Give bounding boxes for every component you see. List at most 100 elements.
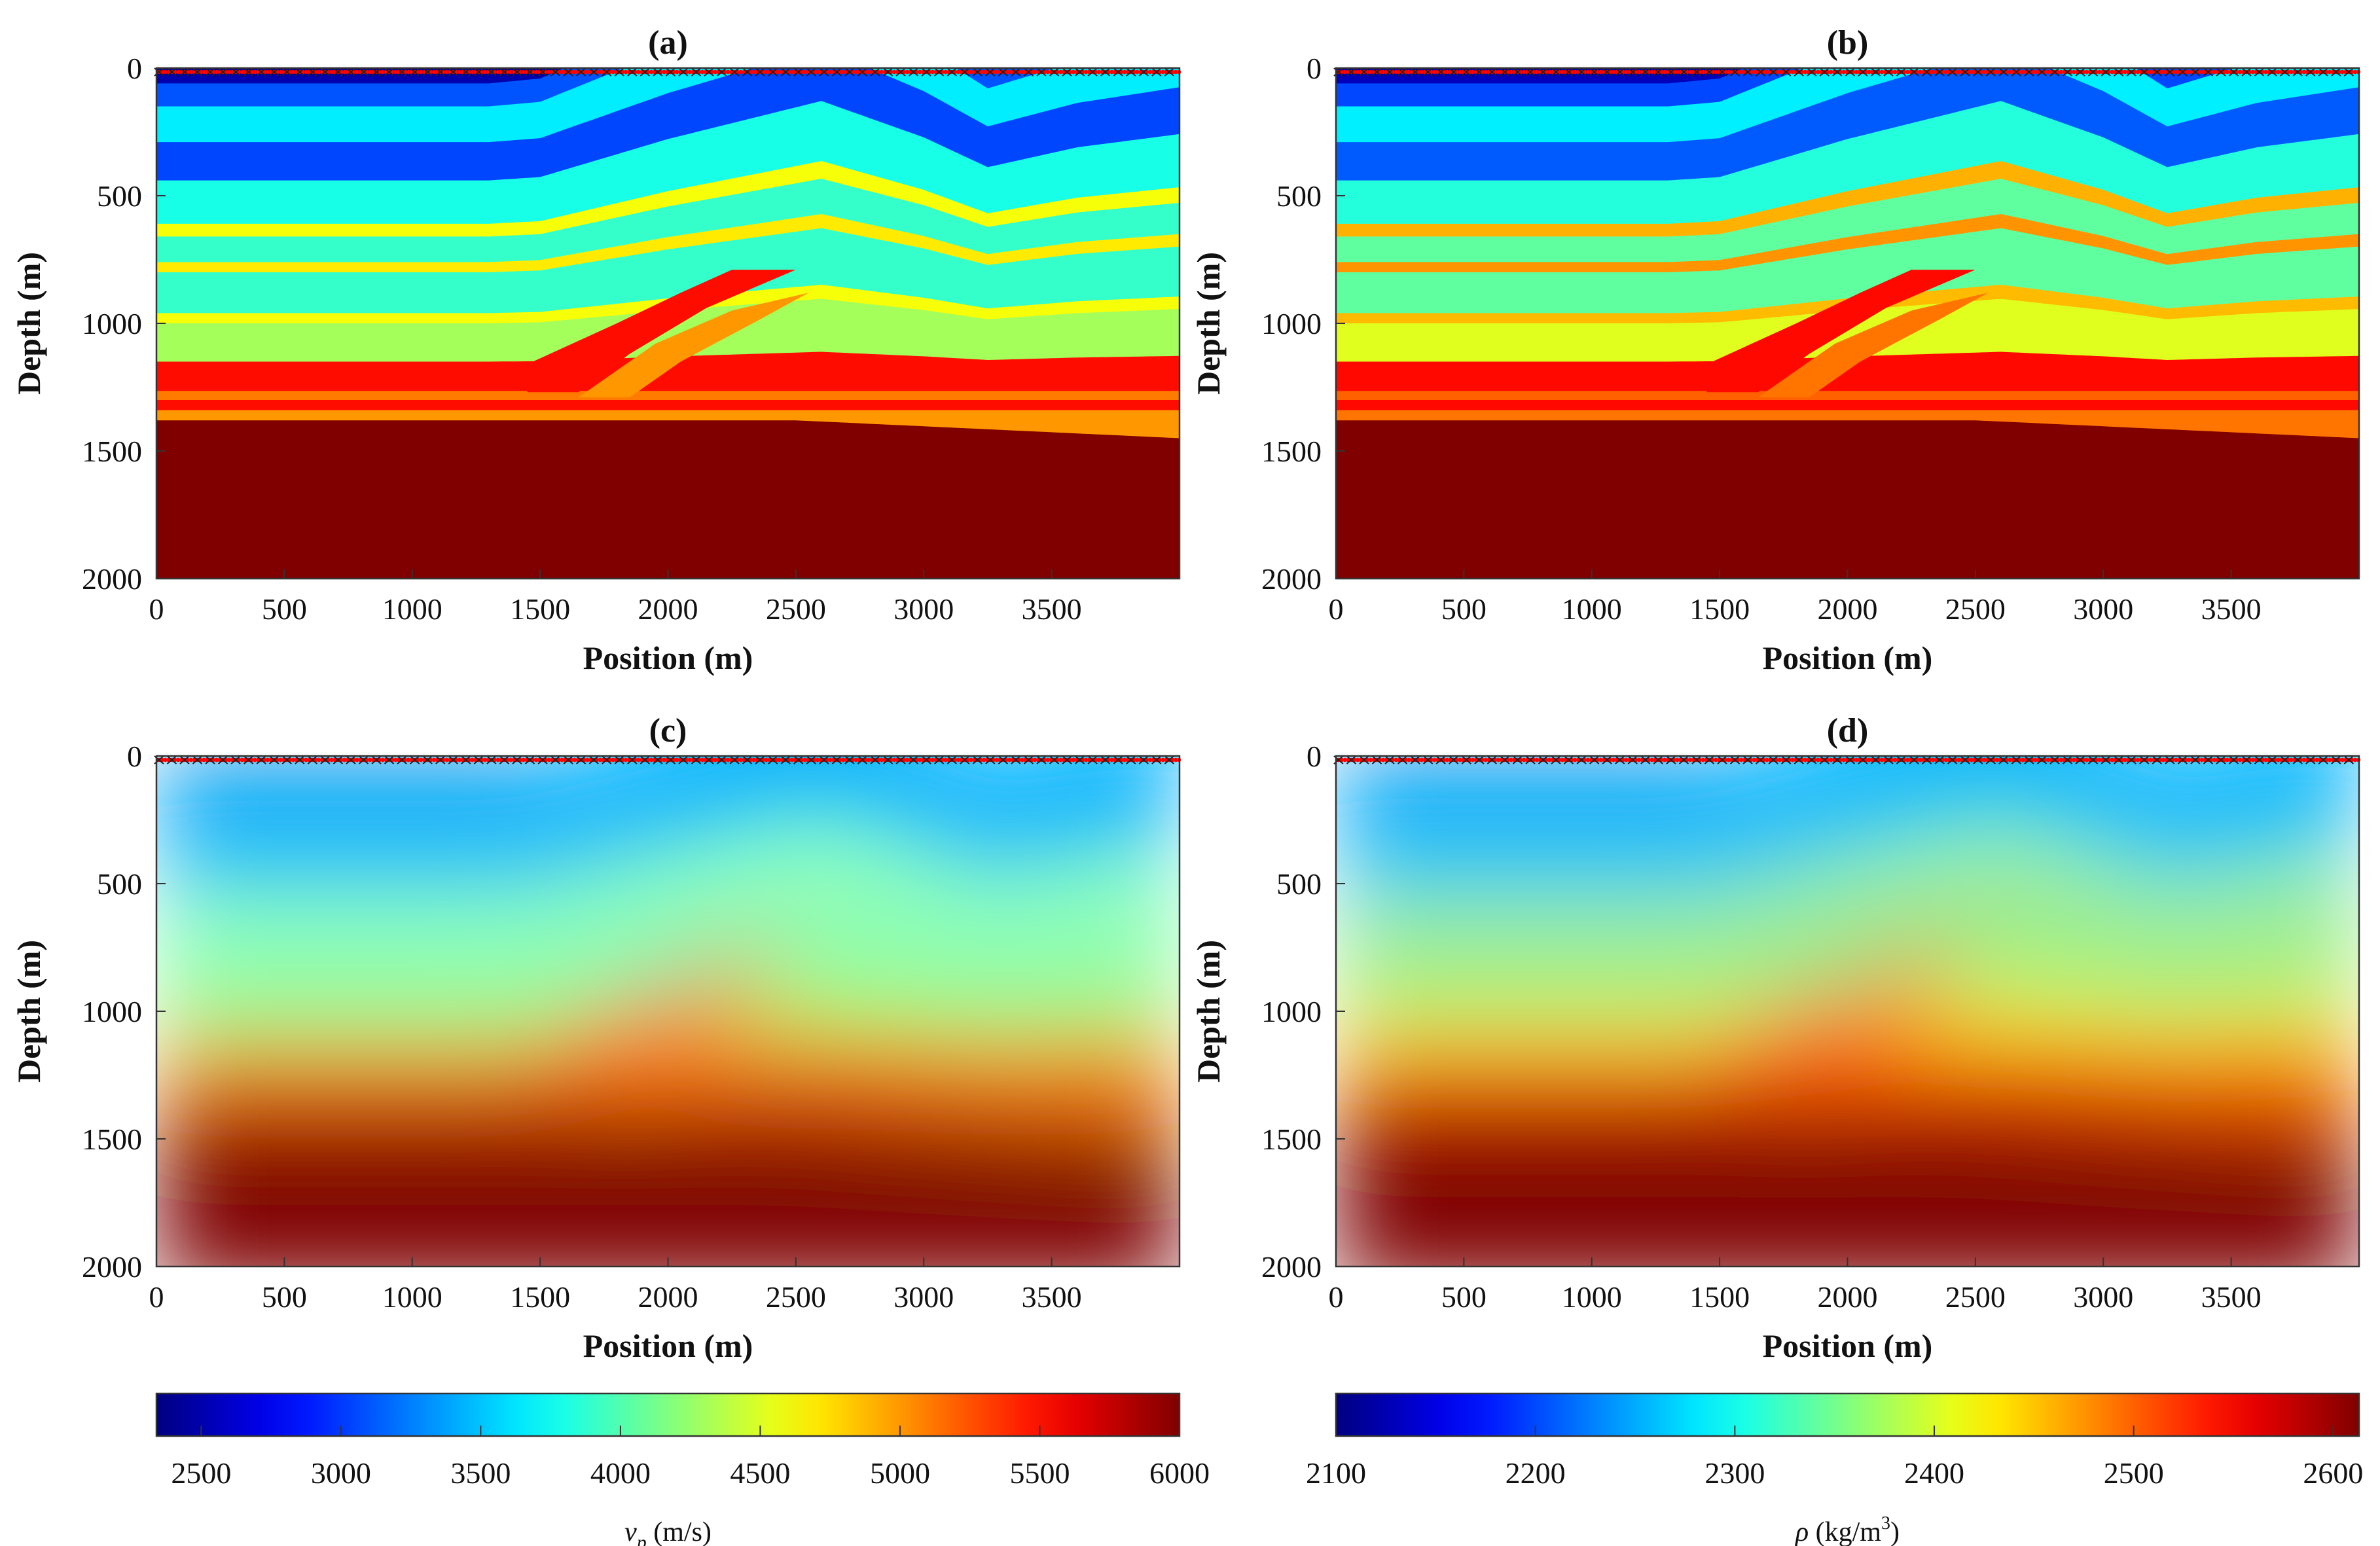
- source-marker: [1790, 69, 1795, 75]
- panel-a: 0 500 1000 1500 2000 2500 3000 3500 0 500 1000 1500…: [10, 24, 1181, 676]
- receiver-marker: [1435, 67, 1446, 77]
- receiver-marker: [2190, 755, 2201, 764]
- receiver-marker: [908, 67, 919, 77]
- receiver-marker: [614, 755, 624, 764]
- receiver-marker: [563, 67, 573, 77]
- receiver-marker: [320, 67, 331, 77]
- source-marker: [1739, 69, 1744, 75]
- receiver-marker: [1346, 755, 1357, 764]
- model-image: [156, 756, 1180, 1267]
- receiver-marker: [1666, 67, 1676, 77]
- source-marker: [1790, 757, 1795, 763]
- source-marker: [1470, 69, 1475, 75]
- receiver-marker: [640, 755, 650, 764]
- receiver-marker: [1870, 67, 1881, 77]
- receiver-marker: [831, 67, 842, 77]
- source-marker: [1585, 69, 1591, 75]
- source-marker: [2199, 757, 2204, 763]
- receiver-marker: [1036, 755, 1047, 764]
- receiver-marker: [2114, 755, 2124, 764]
- receiver-marker: [1563, 67, 1574, 77]
- receiver-marker: [2280, 755, 2290, 764]
- x-tick-label: 0: [149, 1280, 164, 1314]
- receiver-marker: [410, 755, 420, 764]
- source-marker: [1892, 69, 1897, 75]
- receiver-marker: [1410, 755, 1420, 764]
- receiver-marker: [217, 67, 228, 77]
- source-marker: [496, 69, 500, 75]
- receiver-marker: [1062, 755, 1072, 764]
- source-marker: [2327, 757, 2332, 763]
- receiver-marker: [844, 67, 855, 77]
- source-marker: [1854, 69, 1859, 75]
- receiver-marker: [780, 755, 791, 764]
- source-marker: [1045, 69, 1050, 75]
- source-marker: [1765, 69, 1769, 75]
- x-tick-label: 2500: [766, 1280, 826, 1314]
- source-marker: [1496, 757, 1501, 763]
- source-marker: [713, 69, 717, 75]
- receiver-marker: [985, 67, 996, 77]
- source-marker: [253, 69, 257, 75]
- source-marker: [1509, 69, 1513, 75]
- y-tick-label: 1000: [82, 995, 142, 1028]
- receiver-marker: [346, 755, 356, 764]
- receiver-marker: [2139, 67, 2150, 77]
- source-marker: [1880, 757, 1884, 763]
- receiver-marker: [563, 755, 573, 764]
- source-marker: [598, 69, 603, 75]
- source-marker: [2161, 757, 2166, 763]
- y-tick-label: 500: [97, 867, 142, 901]
- receiver-marker: [295, 67, 305, 77]
- receiver-marker: [1807, 67, 1817, 77]
- source-marker: [1905, 757, 1910, 763]
- receiver-marker: [2331, 755, 2341, 764]
- source-marker: [1841, 757, 1846, 763]
- source-marker: [1407, 757, 1411, 763]
- receiver-marker: [1921, 755, 1932, 764]
- source-marker: [1368, 757, 1373, 763]
- receiver-marker: [2049, 67, 2060, 77]
- source-marker: [751, 757, 756, 763]
- receiver-marker: [2267, 67, 2277, 77]
- source-marker: [687, 69, 692, 75]
- source-marker: [879, 757, 884, 763]
- receiver-marker: [1921, 67, 1932, 77]
- receiver-marker: [1151, 67, 1162, 77]
- source-marker: [1662, 757, 1667, 763]
- source-marker: [1943, 69, 1949, 75]
- source-marker: [585, 69, 590, 75]
- receiver-marker: [921, 67, 931, 77]
- y-tick-label: 500: [1276, 179, 1322, 213]
- receiver-marker: [1551, 755, 1561, 764]
- source-marker: [1598, 757, 1603, 763]
- receiver-marker: [768, 755, 778, 764]
- receiver-marker: [2343, 755, 2354, 764]
- source-marker: [2263, 757, 2268, 763]
- y-tick-label: 500: [97, 179, 142, 213]
- source-marker: [1714, 69, 1718, 75]
- receiver-marker: [435, 67, 446, 77]
- receiver-marker: [1346, 67, 1357, 77]
- receiver-marker: [1858, 67, 1868, 77]
- receiver-marker: [2049, 755, 2060, 764]
- source-marker: [918, 757, 922, 763]
- source-marker: [1419, 69, 1424, 75]
- source-marker: [981, 757, 986, 763]
- receiver-marker: [1461, 67, 1471, 77]
- source-marker: [905, 757, 910, 763]
- receiver-marker: [397, 67, 407, 77]
- x-tick-label: 2500: [766, 592, 826, 626]
- source-marker: [1547, 757, 1552, 763]
- receiver-marker: [1640, 67, 1651, 77]
- receiver-marker: [1074, 67, 1085, 77]
- source-marker: [879, 69, 884, 75]
- receiver-marker: [1512, 755, 1523, 764]
- receiver-marker: [473, 755, 484, 764]
- source-marker: [2046, 69, 2051, 75]
- y-axis-label: Depth (m): [1190, 940, 1227, 1083]
- receiver-marker: [704, 755, 714, 764]
- receiver-marker: [1781, 67, 1792, 77]
- receiver-marker: [2241, 755, 2252, 764]
- source-marker: [380, 757, 386, 763]
